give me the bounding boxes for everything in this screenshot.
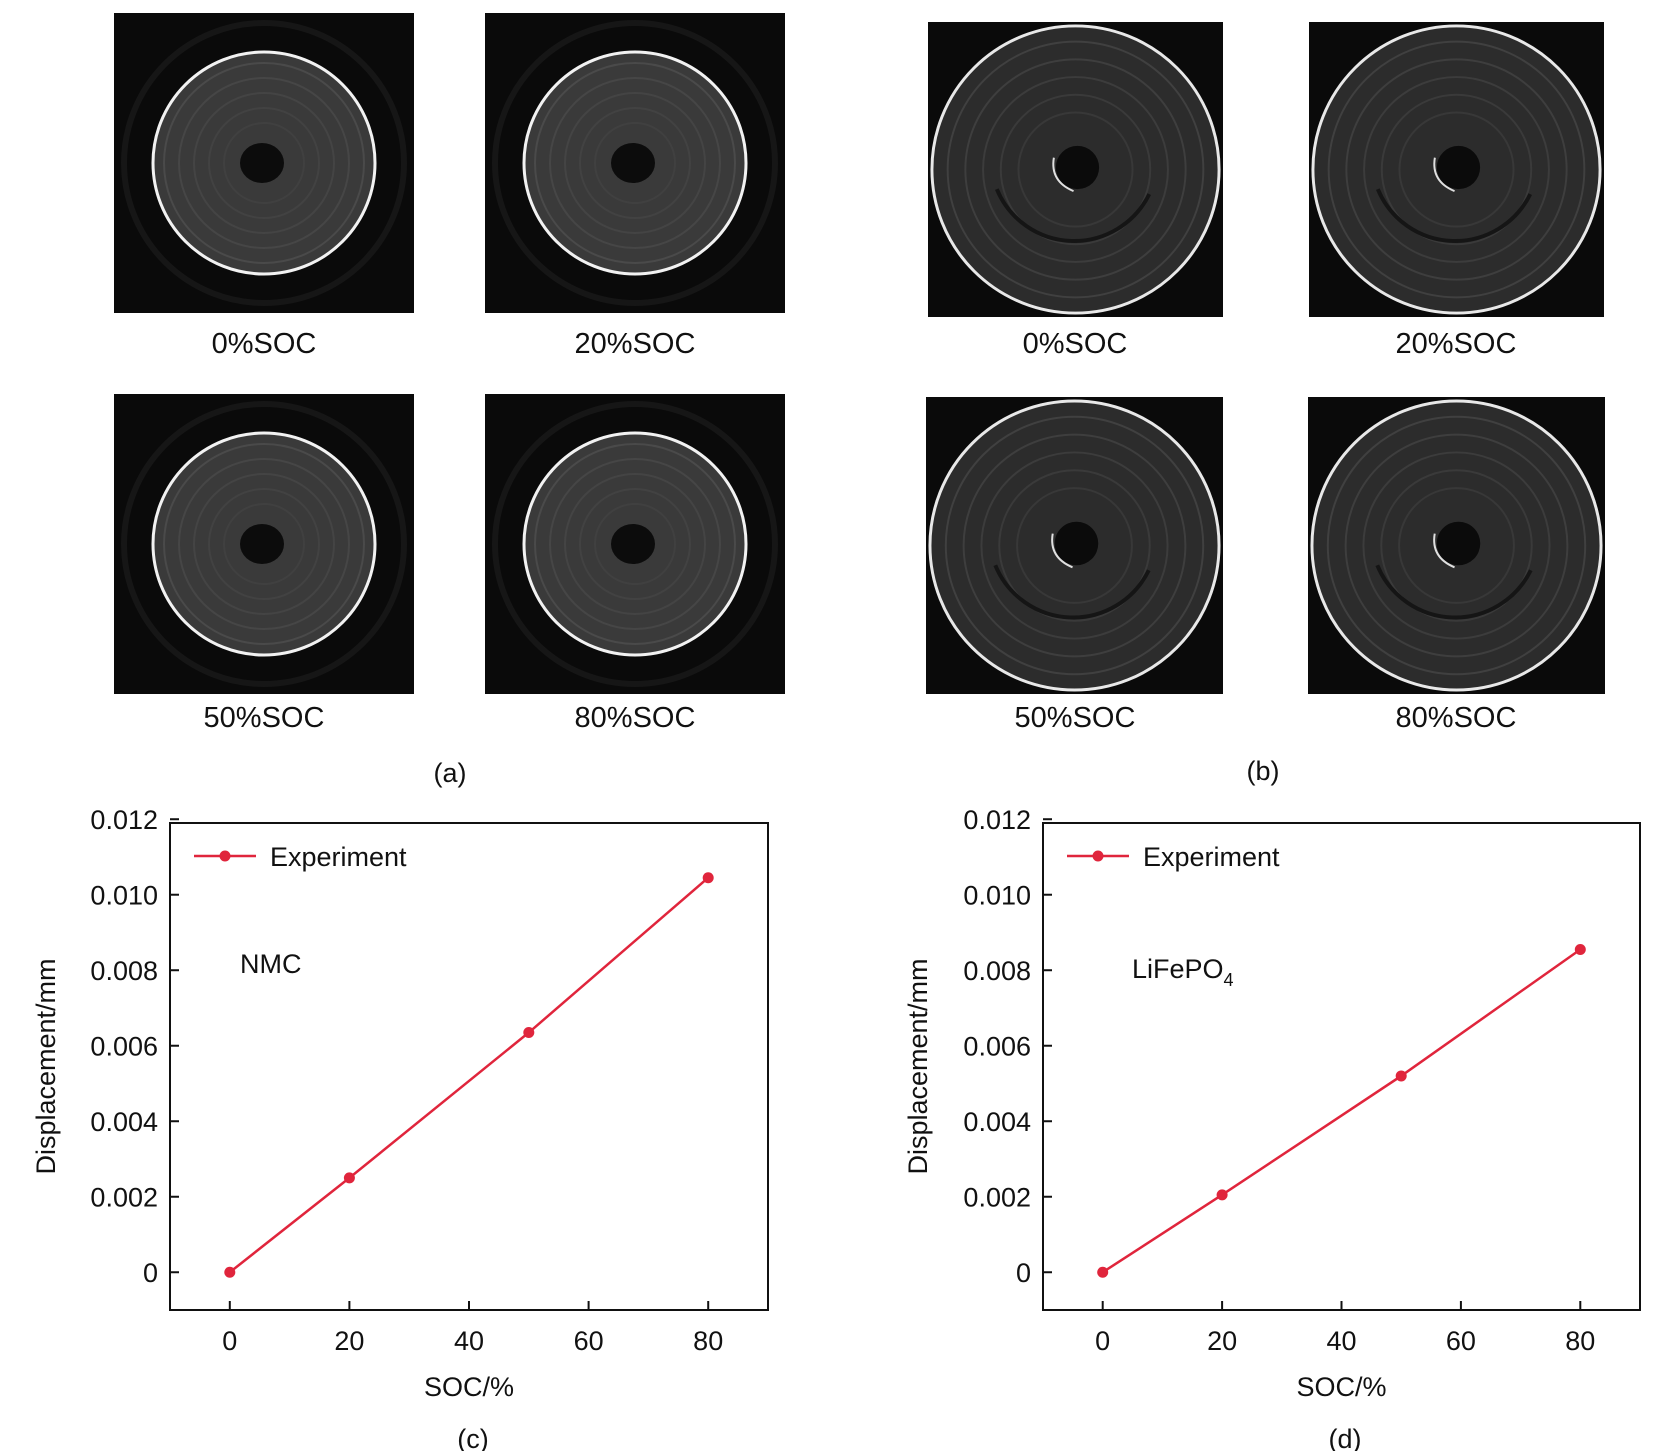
ct-scan-nmc <box>121 401 407 687</box>
panel-label-b: (b) <box>1246 756 1280 786</box>
ct-scan-nmc <box>492 401 778 687</box>
chart-c-x-tick-label: 20 <box>334 1326 364 1356</box>
chart-c-panel-label: (c) <box>457 1424 488 1451</box>
ct-image-lfp-20soc <box>1309 22 1604 317</box>
chart-c-y-tick-label: 0.004 <box>90 1107 158 1137</box>
chart-d-x-tick-label: 80 <box>1565 1326 1595 1356</box>
chart-d-data-point <box>1216 1189 1228 1201</box>
chart-d-y-tick-label: 0.006 <box>963 1032 1031 1062</box>
caption-lfp-20soc: 20%SOC <box>1395 328 1517 360</box>
caption-nmc-80soc: 80%SOC <box>574 702 696 734</box>
chart-d-data-point <box>1574 943 1586 955</box>
chart-d-y-tick-label: 0.012 <box>963 805 1031 835</box>
ct-image-nmc-0soc <box>114 13 414 313</box>
chart-c-data-point <box>343 1172 355 1184</box>
chart-d-y-tick-label: 0.002 <box>963 1183 1031 1213</box>
caption-lfp-80soc: 80%SOC <box>1395 702 1517 734</box>
chart-c-y-tick-label: 0.002 <box>90 1183 158 1213</box>
chart-d-series-line <box>1102 948 1582 1274</box>
chart-c-legend-marker <box>219 850 231 862</box>
chart-d-y-axis-label: Displacement/mm <box>903 958 933 1174</box>
chart-c-x-tick-label: 60 <box>574 1326 604 1356</box>
caption-lfp-50soc: 50%SOC <box>1014 702 1136 734</box>
ct-scan-lfp <box>928 399 1221 692</box>
chart-d-x-tick-label: 20 <box>1207 1326 1237 1356</box>
chart-c-x-axis-label: SOC/% <box>424 1372 514 1402</box>
chart-d-x-axis-label: SOC/% <box>1296 1372 1386 1402</box>
caption-lfp-0soc: 0%SOC <box>1022 328 1128 360</box>
chart-c-data-point <box>702 872 714 884</box>
chart-d-plot-frame <box>1042 822 1641 1311</box>
ct-scan-lfp <box>1310 399 1603 692</box>
chart-c-data-point <box>523 1027 535 1039</box>
chart-c-x-tick-label: 80 <box>693 1326 723 1356</box>
chart-d-y-tick-label: 0 <box>1016 1258 1031 1288</box>
chart-d-y-tick-label: 0.008 <box>963 956 1031 986</box>
chart-c-y-axis-label: Displacement/mm <box>31 958 61 1174</box>
chart-c-x-tick-label: 0 <box>222 1326 237 1356</box>
ct-image-lfp-80soc <box>1308 397 1605 694</box>
caption-nmc-0soc: 0%SOC <box>211 328 317 360</box>
chart-d-x-tick-label: 0 <box>1095 1326 1110 1356</box>
chart-d-data-point <box>1395 1070 1407 1082</box>
ct-image-lfp-50soc <box>926 397 1223 694</box>
ct-image-nmc-20soc <box>485 13 785 313</box>
panel-label-a: (a) <box>433 758 467 788</box>
chart-d-y-tick-label: 0.010 <box>963 881 1031 911</box>
chart-c-y-tick-label: 0.008 <box>90 956 158 986</box>
ct-scan-lfp <box>930 24 1221 315</box>
chart-d-annotation: LiFePO4 <box>1132 954 1234 990</box>
chart-d-annotation-subscript: 4 <box>1224 970 1234 990</box>
chart-d-y-tick-label: 0.004 <box>963 1107 1031 1137</box>
ct-scan-nmc <box>492 20 778 306</box>
chart-d-legend-marker <box>1092 850 1104 862</box>
chart-c-series-line <box>229 876 710 1274</box>
ct-image-nmc-50soc <box>114 394 414 694</box>
chart-d-legend-label: Experiment <box>1143 842 1280 872</box>
chart-c-y-tick-label: 0.006 <box>90 1032 158 1062</box>
ct-image-nmc-80soc <box>485 394 785 694</box>
chart-d-x-tick-label: 60 <box>1446 1326 1476 1356</box>
chart-c-y-tick-label: 0.012 <box>90 805 158 835</box>
chart-d-x-tick-label: 40 <box>1326 1326 1356 1356</box>
ct-image-lfp-0soc <box>928 22 1223 317</box>
chart-c-x-tick-label: 40 <box>454 1326 484 1356</box>
chart-c-annotation: NMC <box>240 949 302 979</box>
chart-c-data-point <box>224 1266 236 1278</box>
ct-scan-lfp <box>1311 24 1602 315</box>
chart-c-legend-label: Experiment <box>270 842 407 872</box>
chart-c-y-tick-label: 0 <box>143 1258 158 1288</box>
chart-d-data-point <box>1097 1266 1109 1278</box>
chart-d-panel-label: (d) <box>1329 1424 1362 1451</box>
ct-scan-nmc <box>121 20 407 306</box>
caption-nmc-50soc: 50%SOC <box>203 702 325 734</box>
caption-nmc-20soc: 20%SOC <box>574 328 696 360</box>
chart-c-plot-frame <box>169 822 769 1311</box>
chart-c-y-tick-label: 0.010 <box>90 881 158 911</box>
